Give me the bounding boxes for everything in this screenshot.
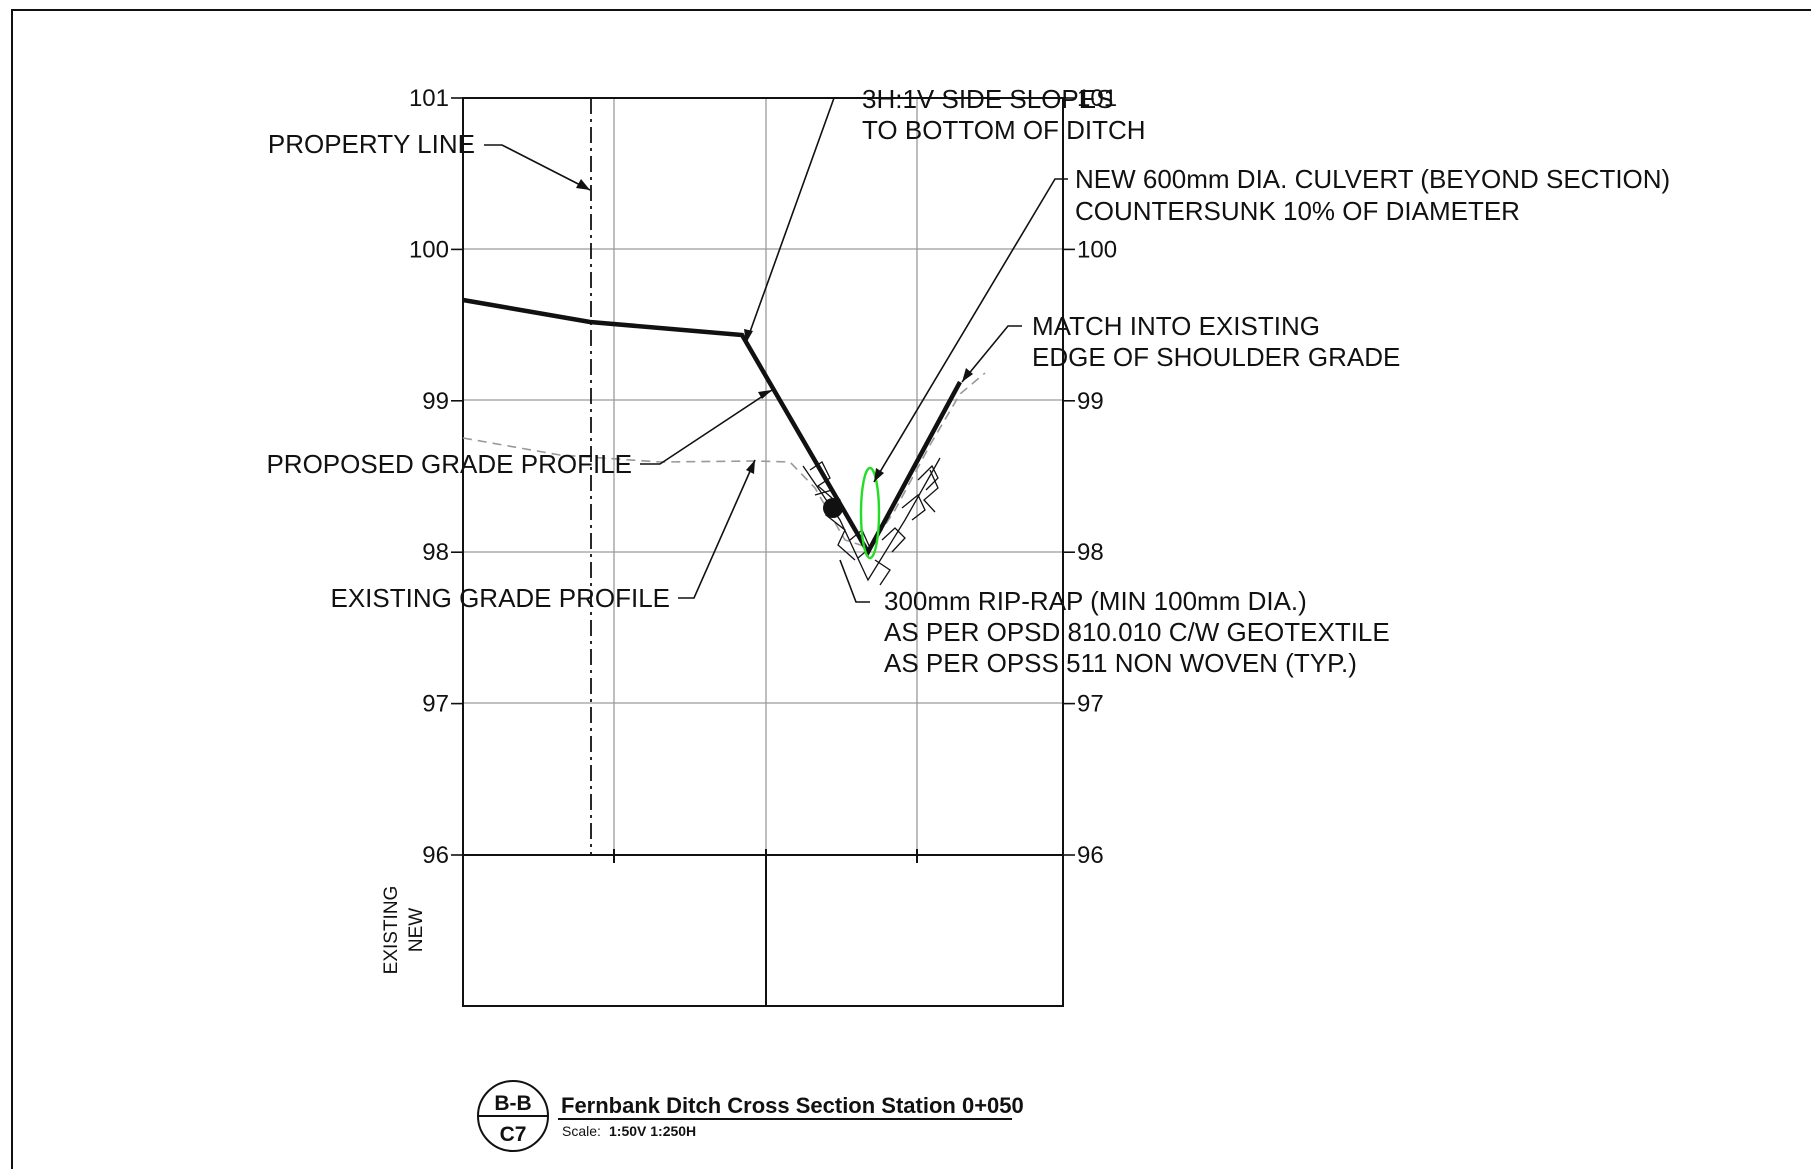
arrowhead [744, 329, 753, 343]
y-tick-label-left: 97 [422, 691, 449, 718]
culvert-ellipse [859, 466, 881, 560]
y-tick-label-right: 101 [1077, 85, 1117, 112]
riprap-stone [901, 493, 926, 521]
data-band [462, 849, 1064, 1007]
match-existing-note-line2: EDGE OF SHOULDER GRADE [1032, 342, 1400, 372]
leader-lines [484, 97, 1068, 603]
annotation-notes: 3H:1V SIDE SLOPES TO BOTTOM OF DITCH PRO… [266, 84, 1670, 678]
proposed-grade-profile [462, 297, 962, 557]
property-line-leader [484, 144, 591, 191]
existing-grade-leader [678, 459, 756, 599]
property-line-note: PROPERTY LINE [268, 129, 475, 159]
proposed-grade-leader [640, 389, 773, 465]
sheet-ref: C7 [500, 1123, 527, 1146]
title-block: B-B C7 Fernbank Ditch Cross Section Stat… [477, 1080, 1024, 1152]
riprap-note-line3: AS PER OPSS 511 NON WOVEN (TYP.) [884, 648, 1357, 678]
y-tick-label-left: 99 [422, 388, 449, 415]
y-tick-label-right: 99 [1077, 388, 1104, 415]
existing-grade-note: EXISTING GRADE PROFILE [330, 583, 670, 613]
scale-value: 1:50V 1:250H [609, 1123, 696, 1139]
band-label-new: NEW [406, 908, 427, 952]
scale-label: Scale: [562, 1123, 601, 1139]
arrowhead [962, 368, 973, 382]
y-tick-label-right: 97 [1077, 691, 1104, 718]
culvert-leader [873, 178, 1068, 483]
proposed-grade-note: PROPOSED GRADE PROFILE [266, 449, 632, 479]
side-slopes-note-line1: 3H:1V SIDE SLOPES [862, 84, 1113, 114]
riprap-stone [917, 464, 939, 491]
culvert-note-line2: COUNTERSUNK 10% OF DIAMETER [1075, 196, 1520, 226]
riprap-marker [823, 498, 843, 518]
side-slopes-leader [745, 97, 840, 344]
y-tick-label-left: 98 [422, 539, 449, 566]
riprap-note-line2: AS PER OPSD 810.010 C/W GEOTEXTILE [884, 617, 1390, 647]
side-slopes-note-line2: TO BOTTOM OF DITCH [862, 115, 1146, 145]
section-id: B-B [494, 1092, 531, 1115]
y-tick-label-left: 101 [409, 85, 449, 112]
band-labels: EXISTING NEW [381, 886, 427, 975]
arrowhead [758, 390, 772, 399]
data-band-frame [462, 854, 1064, 1007]
drawing-title: Fernbank Ditch Cross Section Station 0+0… [561, 1093, 1024, 1118]
y-tick-label-right: 98 [1077, 539, 1104, 566]
arrowhead [746, 460, 755, 474]
riprap-stone [874, 559, 891, 586]
grid [463, 98, 1063, 855]
culvert-note-line1: NEW 600mm DIA. CULVERT (BEYOND SECTION) [1075, 164, 1670, 194]
riprap-note-line1: 300mm RIP-RAP (MIN 100mm DIA.) [884, 586, 1307, 616]
band-label-existing: EXISTING [381, 886, 402, 975]
y-tick-label-right: 96 [1077, 842, 1104, 869]
y-axis-ticks: 101 101 100 100 99 99 98 98 97 97 96 96 [409, 85, 1117, 869]
riprap-leader [839, 559, 870, 603]
y-tick-label-left: 100 [409, 236, 449, 263]
match-existing-note-line1: MATCH INTO EXISTING [1032, 311, 1320, 341]
match-existing-leader [961, 325, 1022, 383]
riprap-stone [923, 469, 939, 513]
riprap-stone [881, 527, 906, 553]
y-tick-label-right: 100 [1077, 236, 1117, 263]
arrowhead [576, 179, 590, 190]
arrowhead [874, 468, 884, 482]
y-tick-label-left: 96 [422, 842, 449, 869]
